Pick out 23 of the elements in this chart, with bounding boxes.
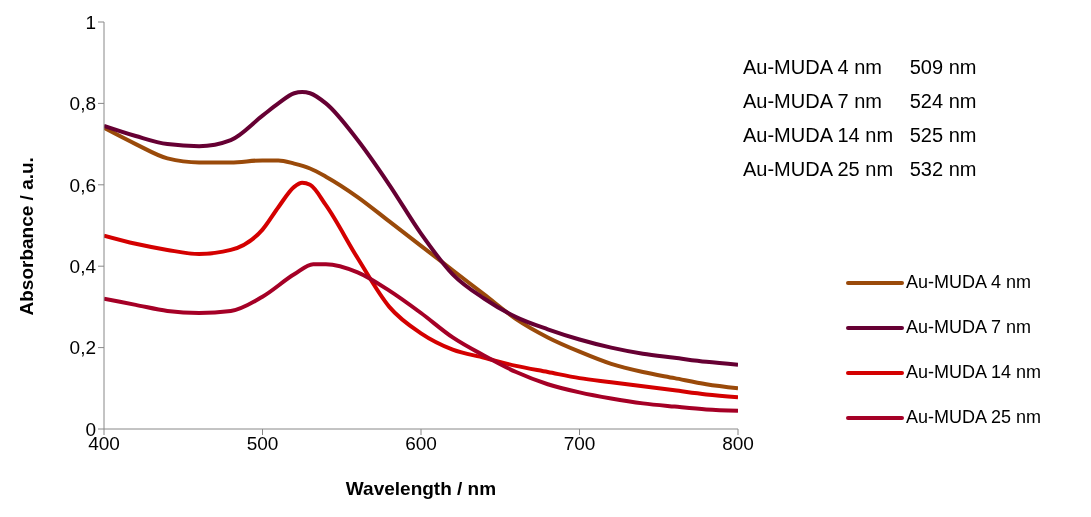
- text: Au-MUDA 25 nm 532 nm: [743, 157, 977, 182]
- legend-label: Au-MUDA 14 nm: [906, 362, 1042, 383]
- x-tick-label: 700: [563, 433, 596, 455]
- line-series: [104, 180, 738, 400]
- text: Au-MUDA 4 nm 509 nm: [743, 55, 977, 80]
- line-series: [104, 90, 738, 367]
- x-tick-label: 500: [246, 433, 279, 455]
- x-tick-label: 800: [722, 433, 754, 455]
- legend-label: Au-MUDA 4 nm: [906, 272, 1032, 293]
- x-tick-label: 600: [405, 433, 437, 455]
- y-tick-label: 0,4: [69, 255, 97, 277]
- text: Au-MUDA 14 nm 525 nm: [743, 123, 977, 148]
- y-axis-title: Absorbance / a.u.: [15, 157, 37, 316]
- line-series: [104, 262, 738, 413]
- legend-label: Au-MUDA 25 nm: [906, 407, 1042, 428]
- y-tick-label: 0,2: [69, 337, 96, 359]
- text: Au-MUDA 7 nm 524 nm: [743, 89, 977, 114]
- x-axis-title: Wavelength / nm: [345, 478, 497, 499]
- legend-label: Au-MUDA 7 nm: [906, 317, 1032, 338]
- y-tick-label: 0,6: [69, 174, 96, 196]
- line-series: [104, 125, 738, 391]
- y-tick-label: 1: [85, 11, 96, 33]
- y-tick-label: 0,8: [69, 93, 96, 115]
